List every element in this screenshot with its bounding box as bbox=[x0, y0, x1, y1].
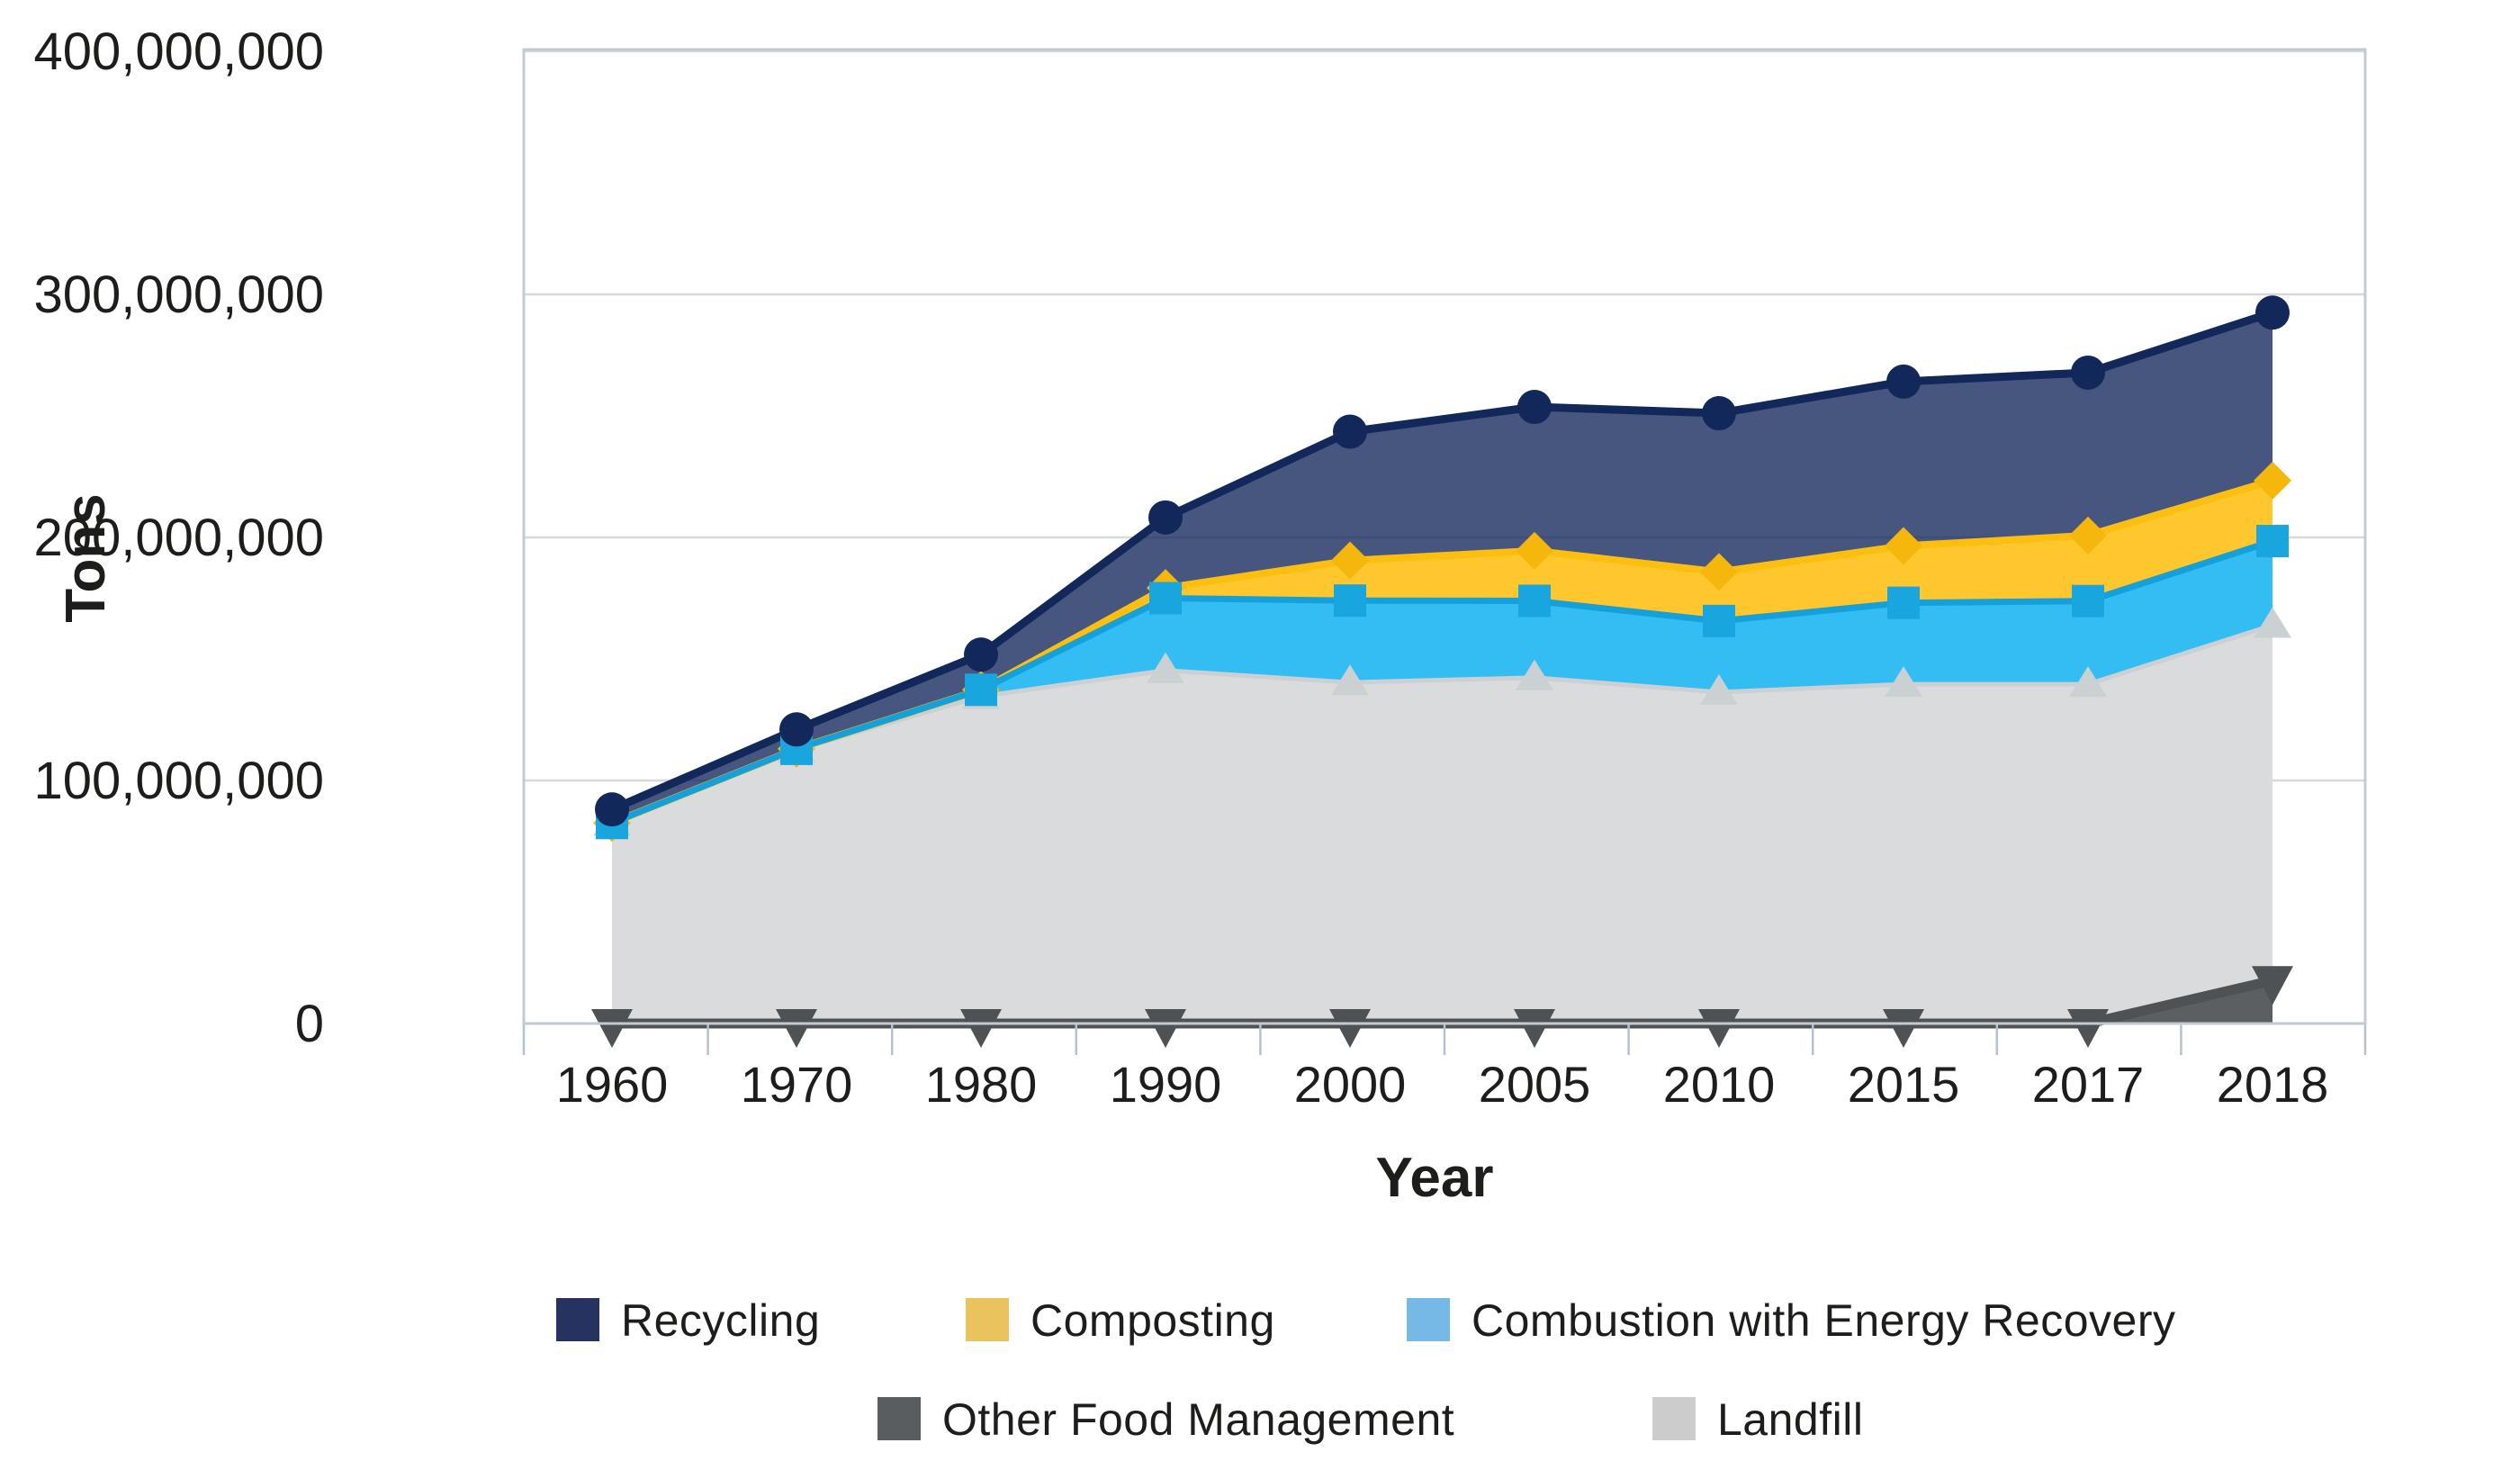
x-tick-label-2017: 2017 bbox=[2031, 1056, 2145, 1113]
area-recycling bbox=[612, 312, 2272, 824]
legend-label-recycling: Recycling bbox=[621, 1295, 821, 1346]
y-tick-label-200m: 200,000,000 bbox=[33, 509, 324, 567]
marker-combustion-with-energy-recovery-2000 bbox=[1334, 584, 1366, 618]
y-tick-label-100m: 100,000,000 bbox=[33, 752, 324, 810]
y-tick-label-0: 0 bbox=[294, 995, 324, 1053]
marker-combustion-with-energy-recovery-1990 bbox=[1149, 582, 1182, 615]
x-tick-label-2018: 2018 bbox=[2216, 1056, 2329, 1113]
marker-recycling-1980 bbox=[964, 637, 998, 672]
marker-recycling-2015 bbox=[1886, 364, 1921, 399]
marker-other-food-management-1960 bbox=[591, 1009, 633, 1048]
marker-other-food-management-2010 bbox=[1698, 1009, 1740, 1048]
area-combustion-with-energy-recovery bbox=[612, 541, 2272, 824]
marker-landfill-2005 bbox=[1516, 659, 1553, 690]
legend-label-other-food-management: Other Food Management bbox=[942, 1394, 1455, 1445]
marker-other-food-management-2000 bbox=[1329, 1009, 1371, 1048]
area-composting bbox=[612, 480, 2272, 824]
marker-combustion-with-energy-recovery-2015 bbox=[1887, 586, 1920, 619]
x-tick-label-1980: 1980 bbox=[924, 1056, 1038, 1113]
marker-landfill-1990 bbox=[1147, 652, 1184, 683]
marker-composting-2015 bbox=[1885, 527, 1922, 565]
marker-composting-2005 bbox=[1516, 531, 1553, 570]
marker-combustion-with-energy-recovery-2017 bbox=[2072, 584, 2104, 618]
line-recycling bbox=[610, 308, 2274, 814]
y-tick-label-400m: 400,000,000 bbox=[33, 23, 324, 81]
area-landfill bbox=[612, 625, 2272, 1024]
marker-other-food-management-2005 bbox=[1514, 1009, 1555, 1048]
marker-recycling-1970 bbox=[779, 712, 814, 747]
marker-recycling-2000 bbox=[1333, 414, 1367, 449]
marker-combustion-with-energy-recovery-1980 bbox=[965, 673, 997, 707]
plot-border bbox=[522, 48, 2367, 1025]
combustion-swatch-icon bbox=[1407, 1298, 1450, 1341]
marker-recycling-2017 bbox=[2071, 355, 2105, 390]
line-combustion-with-energy-recovery bbox=[610, 537, 2274, 826]
marker-composting-2000 bbox=[1331, 541, 1369, 580]
marker-other-food-management-1990 bbox=[1145, 1009, 1186, 1048]
marker-recycling-2010 bbox=[1702, 396, 1736, 431]
marker-recycling-2018 bbox=[2255, 295, 2290, 330]
x-tick-label-1960: 1960 bbox=[555, 1056, 669, 1113]
x-tick-label-2000: 2000 bbox=[1293, 1056, 1407, 1113]
marker-other-food-management-2015 bbox=[1883, 1009, 1924, 1048]
legend-label-landfill: Landfill bbox=[1717, 1394, 1864, 1445]
marker-landfill-2000 bbox=[1331, 664, 1369, 696]
x-tick-label-1990: 1990 bbox=[1109, 1056, 1222, 1113]
marker-other-food-management-1980 bbox=[960, 1009, 1002, 1048]
x-axis-title: Year bbox=[1375, 1147, 1494, 1209]
marker-composting-2018 bbox=[2254, 461, 2291, 500]
marker-landfill-2018 bbox=[2254, 607, 2291, 638]
marker-landfill-2010 bbox=[1700, 673, 1738, 705]
recycling-swatch-icon bbox=[556, 1298, 599, 1341]
other-food-management-swatch-icon bbox=[878, 1397, 921, 1440]
landfill-swatch-icon bbox=[1652, 1397, 1696, 1440]
marker-recycling-1990 bbox=[1148, 500, 1183, 535]
legend-label-combustion: Combustion with Energy Recovery bbox=[1472, 1295, 2176, 1346]
marker-combustion-with-energy-recovery-2010 bbox=[1703, 604, 1735, 637]
x-tick-label-2005: 2005 bbox=[1478, 1056, 1591, 1113]
marker-composting-2017 bbox=[2069, 516, 2107, 555]
marker-combustion-with-energy-recovery-2018 bbox=[2256, 525, 2289, 558]
composting-swatch-icon bbox=[966, 1298, 1009, 1341]
x-tick-label-2015: 2015 bbox=[1847, 1056, 1960, 1113]
x-tick-label-1970: 1970 bbox=[740, 1056, 853, 1113]
marker-combustion-with-energy-recovery-2005 bbox=[1518, 584, 1551, 618]
marker-recycling-2005 bbox=[1517, 390, 1552, 425]
series-markers bbox=[591, 295, 2293, 1048]
series-areas bbox=[612, 312, 2272, 1024]
marker-landfill-2015 bbox=[1885, 666, 1922, 698]
marker-other-food-management-2018 bbox=[2252, 966, 2293, 1006]
marker-landfill-2017 bbox=[2069, 666, 2107, 698]
plot-frame bbox=[522, 48, 2367, 1055]
legend-label-composting: Composting bbox=[1030, 1295, 1275, 1346]
marker-recycling-1960 bbox=[595, 792, 629, 827]
x-tick-label-2010: 2010 bbox=[1662, 1056, 1776, 1113]
marker-composting-2010 bbox=[1700, 553, 1738, 591]
marker-other-food-management-2017 bbox=[2067, 1009, 2109, 1048]
y-tick-label-300m: 300,000,000 bbox=[33, 266, 324, 324]
marker-other-food-management-1970 bbox=[776, 1009, 817, 1048]
